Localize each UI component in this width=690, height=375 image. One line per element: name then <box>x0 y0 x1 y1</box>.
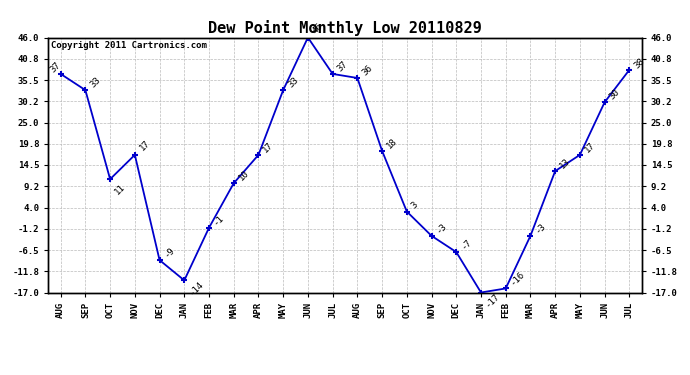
Text: 46: 46 <box>310 21 325 35</box>
Text: 36: 36 <box>360 63 374 77</box>
Text: 18: 18 <box>385 136 399 150</box>
Text: -14: -14 <box>187 280 205 298</box>
Text: Copyright 2011 Cartronics.com: Copyright 2011 Cartronics.com <box>51 41 207 50</box>
Title: Dew Point Monthly Low 20110829: Dew Point Monthly Low 20110829 <box>208 20 482 36</box>
Text: 10: 10 <box>237 168 250 182</box>
Text: 30: 30 <box>607 87 622 102</box>
Text: -3: -3 <box>434 221 448 235</box>
Text: 37: 37 <box>335 59 349 73</box>
Text: 13: 13 <box>558 156 572 170</box>
Text: -3: -3 <box>533 221 547 235</box>
Text: 17: 17 <box>582 140 597 154</box>
Text: 33: 33 <box>88 75 102 89</box>
Text: 3: 3 <box>410 201 420 211</box>
Text: -16: -16 <box>509 270 526 288</box>
Text: -1: -1 <box>212 213 226 227</box>
Text: -9: -9 <box>162 245 177 260</box>
Text: 17: 17 <box>262 140 275 154</box>
Text: 37: 37 <box>48 61 62 75</box>
Text: -7: -7 <box>459 237 473 251</box>
Text: 33: 33 <box>286 75 300 89</box>
Text: 17: 17 <box>137 139 152 153</box>
Text: 11: 11 <box>113 183 127 196</box>
Text: 38: 38 <box>632 57 646 70</box>
Text: -17: -17 <box>484 292 502 310</box>
